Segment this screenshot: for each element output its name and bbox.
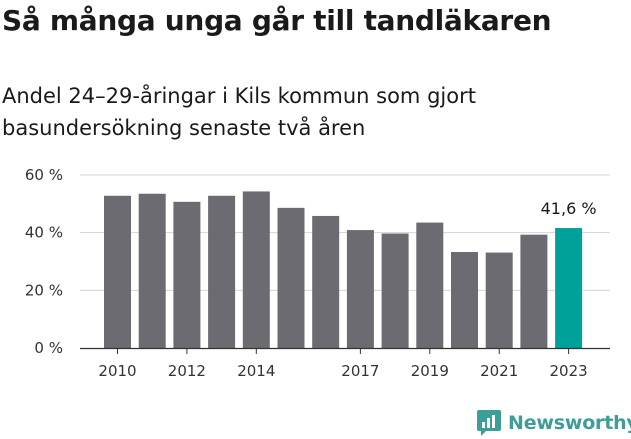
chart-subtitle: Andel 24–29-åringar i Kils kommun som gj… <box>2 84 476 140</box>
x-tick-label: 2014 <box>237 362 275 380</box>
bar-2010 <box>104 195 131 348</box>
bar-2013 <box>208 195 236 348</box>
data-labels: 41,6 % <box>541 199 597 218</box>
y-tick-label: 40 % <box>25 224 63 242</box>
y-tick-label: 0 % <box>34 339 63 357</box>
bar-2022 <box>520 234 548 348</box>
bar-2017 <box>346 230 374 348</box>
bar-2018 <box>381 233 409 348</box>
bar-2016 <box>312 215 340 348</box>
bars <box>104 191 583 348</box>
bar-2011 <box>138 193 166 348</box>
bar-2012 <box>173 201 201 348</box>
bar-2014 <box>242 191 270 348</box>
y-tick-label: 20 % <box>25 281 63 299</box>
newsworthy-logo[interactable]: Newsworthy <box>476 409 631 437</box>
x-tick-label: 2017 <box>341 362 379 380</box>
bar-2023 <box>555 228 583 348</box>
bar-2019 <box>416 222 444 348</box>
x-tick-label: 2019 <box>411 362 449 380</box>
bar-2021 <box>485 252 513 348</box>
x-tick-label: 2021 <box>480 362 518 380</box>
y-tick-label: 60 % <box>25 166 63 184</box>
y-axis-ticks: 0 % 20 % 40 % 60 % <box>25 166 63 357</box>
x-tick-label: 2023 <box>550 362 588 380</box>
bar-2015 <box>277 207 305 348</box>
bar-2020 <box>451 251 478 348</box>
chart-title: Så många unga går till tandläkaren <box>2 4 552 37</box>
highlight-value-label: 41,6 % <box>541 199 597 218</box>
x-tick-label: 2010 <box>98 362 136 380</box>
x-tick-label: 2012 <box>168 362 206 380</box>
brand-name: Newsworthy <box>508 412 631 434</box>
newsworthy-logo-icon <box>477 410 501 436</box>
x-axis-ticks: 2010 2012 2014 2017 2019 2021 2023 <box>98 348 588 380</box>
